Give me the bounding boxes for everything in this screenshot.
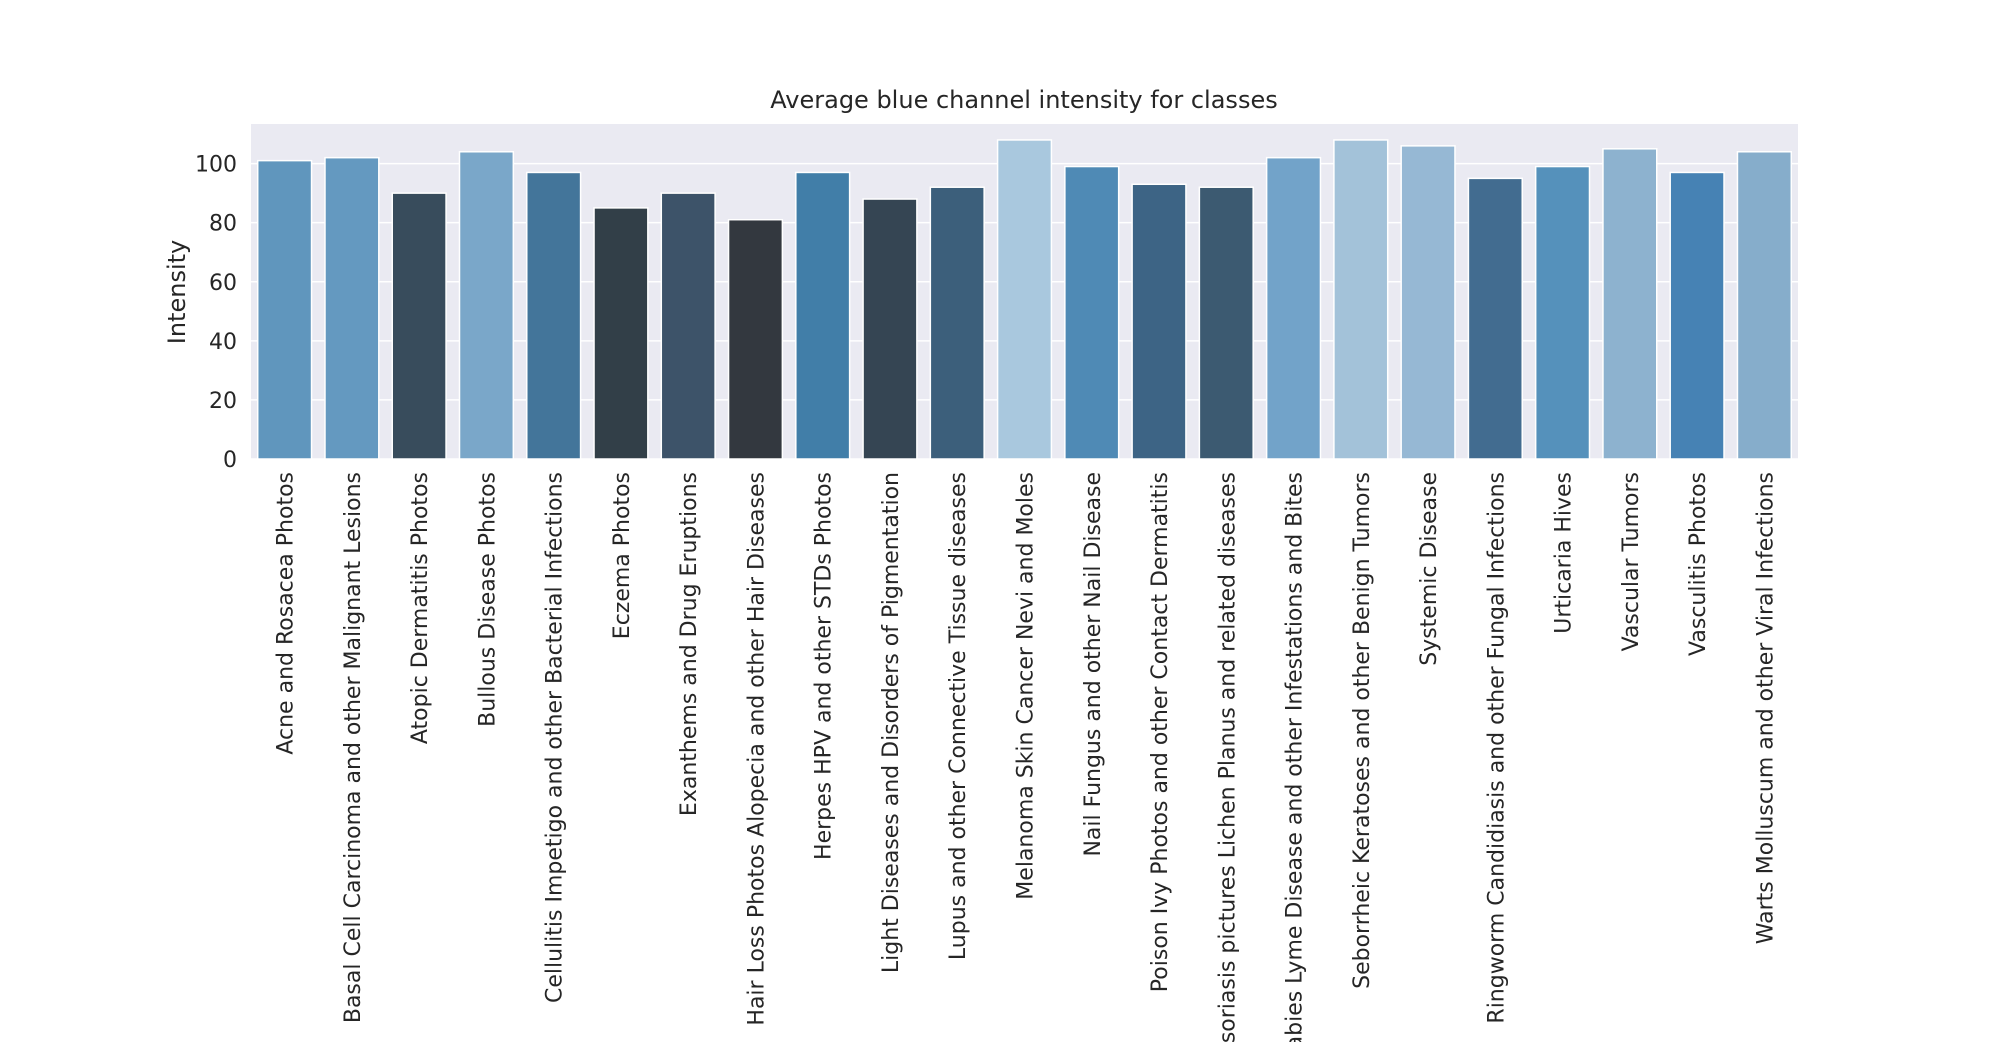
bar <box>1333 139 1389 460</box>
bar <box>1467 177 1523 460</box>
bar <box>1400 145 1456 460</box>
x-tick-label: Ringworm Candidiasis and other Fungal In… <box>1484 472 1509 1024</box>
x-tick-label: Exanthems and Drug Eruptions <box>677 472 702 816</box>
bar <box>929 186 985 460</box>
bar <box>1265 156 1322 460</box>
y-tick-label: 60 <box>209 271 237 296</box>
x-tick-label: Psoriasis pictures Lichen Planus and rel… <box>1215 472 1240 1042</box>
x-tick-label: Cellulitis Impetigo and other Bacterial … <box>543 472 568 1003</box>
x-tick-label: Hair Loss Photos Alopecia and other Hair… <box>744 472 769 1026</box>
x-tick-label: Warts Molluscum and other Viral Infectio… <box>1753 472 1778 944</box>
x-tick-label: Vasculitis Photos <box>1686 472 1711 656</box>
x-tick-label: Basal Cell Carcinoma and other Malignant… <box>341 472 366 1023</box>
y-tick-label: 20 <box>209 389 237 414</box>
x-tick-label: Nail Fungus and other Nail Disease <box>1081 472 1106 857</box>
bar <box>1669 171 1725 460</box>
x-tick-label: Atopic Dermatitis Photos <box>408 472 433 744</box>
bar <box>391 192 447 460</box>
x-tick-label: Vascular Tumors <box>1619 472 1644 651</box>
y-tick-label: 0 <box>223 448 237 473</box>
x-tick-label: Seborrheic Keratoses and other Benign Tu… <box>1350 472 1375 989</box>
bar <box>526 171 582 460</box>
bar <box>1736 151 1793 460</box>
bar <box>1198 186 1254 460</box>
bar <box>324 156 380 460</box>
y-tick-label: 80 <box>209 212 237 237</box>
x-tick-label: Light Diseases and Disorders of Pigmenta… <box>879 472 904 973</box>
bar <box>1064 165 1120 460</box>
x-tick-label: Acne and Rosacea Photos <box>274 472 299 755</box>
x-tick-label: Systemic Disease <box>1417 472 1442 666</box>
x-tick-label: Lupus and other Connective Tissue diseas… <box>946 472 971 960</box>
bar <box>256 159 313 460</box>
bar <box>660 192 716 460</box>
x-tick-label: Melanoma Skin Cancer Nevi and Moles <box>1014 472 1039 900</box>
y-tick-label: 100 <box>195 153 237 178</box>
bar <box>996 139 1053 460</box>
bar <box>458 151 515 460</box>
bar <box>593 207 649 460</box>
bar <box>862 198 918 460</box>
x-tick-label: Scabies Lyme Disease and other Infestati… <box>1283 472 1308 1042</box>
x-tick-label: Urticaria Hives <box>1552 472 1577 634</box>
x-tick-label: Poison Ivy Photos and other Contact Derm… <box>1148 472 1173 992</box>
bar <box>1602 148 1658 460</box>
y-axis-label: Intensity <box>163 240 191 344</box>
bar <box>727 218 784 460</box>
chart-title: Average blue channel intensity for class… <box>770 86 1277 114</box>
bar <box>1131 183 1187 460</box>
y-tick-label: 40 <box>209 330 237 355</box>
bar <box>795 171 851 460</box>
x-tick-label: Herpes HPV and other STDs Photos <box>812 472 837 860</box>
x-tick-label: Bullous Disease Photos <box>475 472 500 727</box>
bar <box>1534 165 1591 460</box>
x-tick-label: Eczema Photos <box>610 472 635 639</box>
